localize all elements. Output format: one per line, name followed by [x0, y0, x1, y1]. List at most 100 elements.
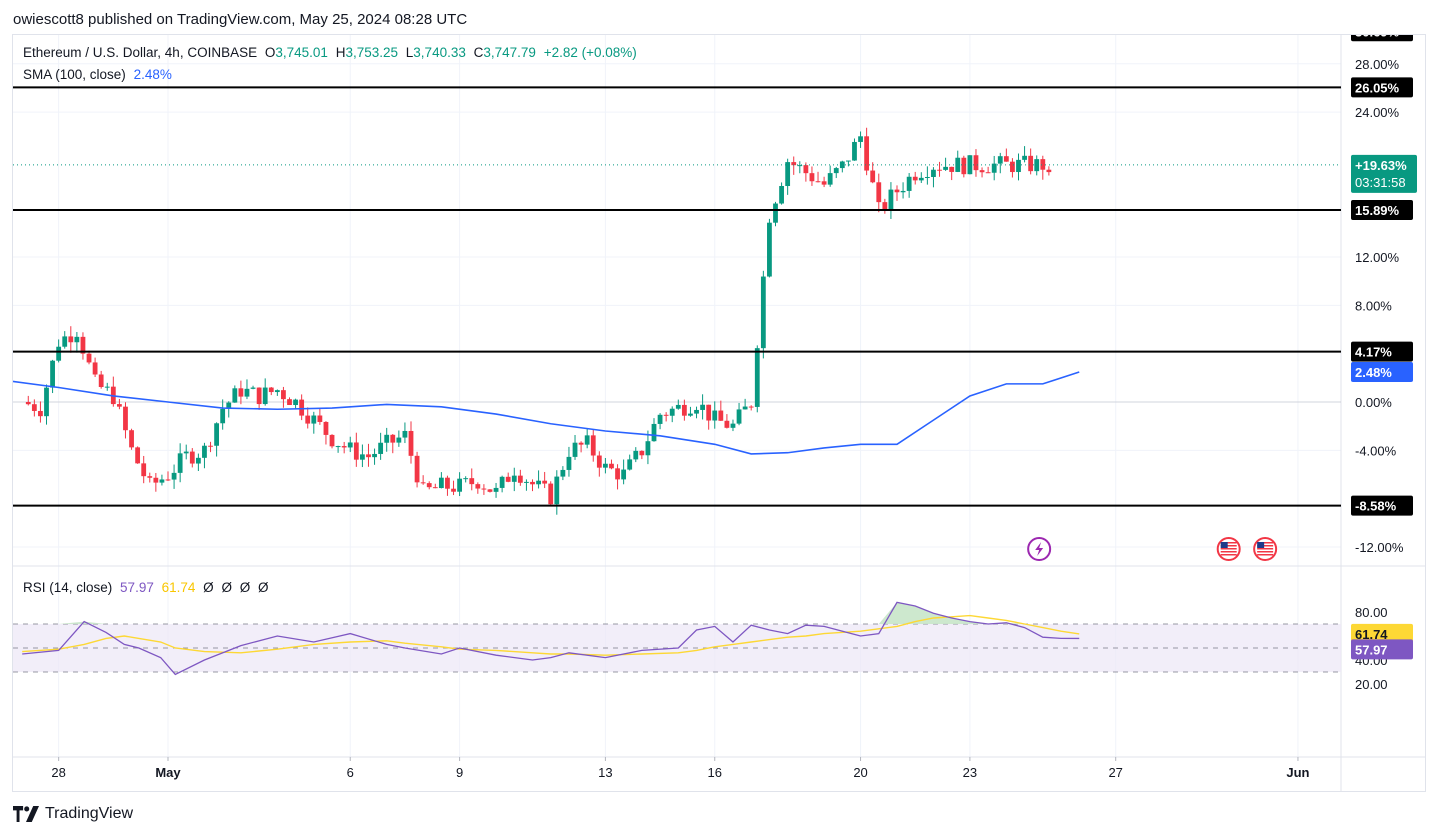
candle-body	[305, 415, 311, 424]
event-flash-icon[interactable]	[1027, 537, 1052, 561]
sma-axis-label-bg	[1351, 362, 1413, 383]
y-tick-label: -4.00%	[1355, 443, 1397, 458]
candle-body	[208, 445, 213, 447]
level-label-bg	[1351, 495, 1413, 516]
y-tick-label: 28.00%	[1355, 57, 1400, 72]
flag-stripe	[1220, 542, 1237, 544]
rsi-badge	[1351, 639, 1413, 660]
candle-body	[596, 455, 602, 468]
candle-body	[493, 487, 499, 492]
candle-body	[906, 176, 912, 191]
rsi-ma-value: 61.74	[161, 580, 196, 595]
candle-body	[633, 450, 639, 460]
candle-body	[62, 336, 68, 347]
candle-body	[226, 402, 232, 409]
chart-frame[interactable]: 28.00% 24.00% 12.00% 8.00% 0.00% -4.00% -12.00…	[12, 34, 1426, 792]
candle-body	[426, 483, 432, 488]
candle-body	[238, 388, 244, 397]
candle-body	[560, 469, 566, 477]
candle-body	[384, 434, 390, 443]
tradingview-brand[interactable]: TradingView	[13, 805, 133, 823]
candle-body	[852, 141, 857, 161]
candle-body	[481, 488, 487, 490]
candle-body	[609, 463, 614, 469]
y-tick-label: -12.00%	[1355, 540, 1404, 555]
low-label: L	[405, 45, 414, 60]
candle-body	[833, 168, 839, 174]
candle-body	[347, 442, 353, 448]
us-flag-event-icon[interactable]	[1253, 537, 1278, 561]
candle-body	[147, 476, 153, 478]
x-tick-label: Jun	[1286, 765, 1309, 780]
candle-body	[918, 177, 924, 181]
level-label: -8.58%	[1355, 499, 1397, 514]
current-price-label: +19.63%	[1355, 158, 1407, 173]
brand-name: TradingView	[45, 805, 134, 822]
sma-legend: SMA (100, close) 2.48%	[23, 67, 176, 82]
candle-body	[566, 456, 572, 470]
candle-body	[590, 435, 596, 456]
candle-body	[123, 406, 128, 431]
candle-body	[882, 202, 888, 210]
candle-body	[894, 189, 900, 193]
candle-body	[438, 477, 444, 489]
candle-body	[396, 437, 402, 443]
candle-body	[846, 160, 851, 162]
countdown-label: 03:31:58	[1355, 175, 1406, 190]
candle-body	[718, 410, 724, 421]
level-label: 15.89%	[1355, 203, 1400, 218]
open-label: O	[264, 45, 276, 60]
candle-body	[991, 163, 997, 173]
candle-body	[572, 442, 578, 457]
candle-body	[639, 450, 645, 456]
placeholder-2: Ø	[221, 580, 232, 595]
high-value: 3,753.25	[345, 45, 399, 60]
level-label-bg	[1351, 200, 1413, 221]
candle-body	[997, 156, 1003, 164]
candle-body	[803, 165, 809, 174]
symbol-title[interactable]: Ethereum / U.S. Dollar, 4h, COINBASE	[23, 45, 258, 60]
x-tick-label: 16	[708, 765, 722, 780]
candle-body	[791, 162, 797, 166]
candle-body	[360, 454, 365, 460]
candle-body	[1040, 159, 1046, 170]
candle-body	[621, 469, 627, 480]
flag-canton	[1257, 542, 1265, 548]
candle-body	[420, 482, 426, 484]
candle-body	[1034, 159, 1040, 172]
candle-body	[202, 445, 207, 458]
flag-stripe	[1220, 545, 1237, 547]
candle-body	[335, 446, 341, 448]
candle-body	[1016, 159, 1021, 173]
candle-body	[451, 488, 456, 492]
flag-stripe	[1220, 554, 1237, 556]
x-tick-label: 27	[1108, 765, 1122, 780]
candle-body	[536, 480, 541, 485]
chart-canvas[interactable]: 28.00% 24.00% 12.00% 8.00% 0.00% -4.00% -12.00…	[13, 35, 1425, 791]
candle-body	[931, 169, 936, 177]
candle-body	[378, 442, 384, 454]
rsi-value: 57.97	[120, 580, 154, 595]
candle-body	[232, 388, 238, 403]
candle-body	[353, 442, 359, 460]
candle-body	[827, 173, 833, 185]
candle-body	[104, 386, 110, 388]
flag-stripe	[1220, 548, 1237, 550]
candle-body	[408, 430, 414, 456]
us-flag-event-icon[interactable]	[1216, 537, 1241, 561]
candle-body	[657, 414, 663, 424]
candle-body	[554, 476, 560, 505]
candle-body	[615, 468, 620, 480]
candle-body	[469, 478, 475, 485]
publisher-line: owiescott8 published on TradingView.com,…	[13, 11, 468, 28]
candle-body	[864, 136, 870, 171]
candle-body	[1022, 155, 1027, 160]
candle-body	[675, 404, 681, 409]
sma-label[interactable]: SMA (100, close)	[23, 67, 126, 82]
candle-body	[74, 336, 80, 343]
candle-body	[31, 404, 37, 411]
candle-body	[317, 415, 323, 422]
rsi-label[interactable]: RSI (14, close)	[23, 580, 113, 595]
candle-body	[876, 182, 882, 203]
rsi-legend: RSI (14, close) 57.97 61.74 Ø Ø Ø Ø	[23, 580, 273, 595]
